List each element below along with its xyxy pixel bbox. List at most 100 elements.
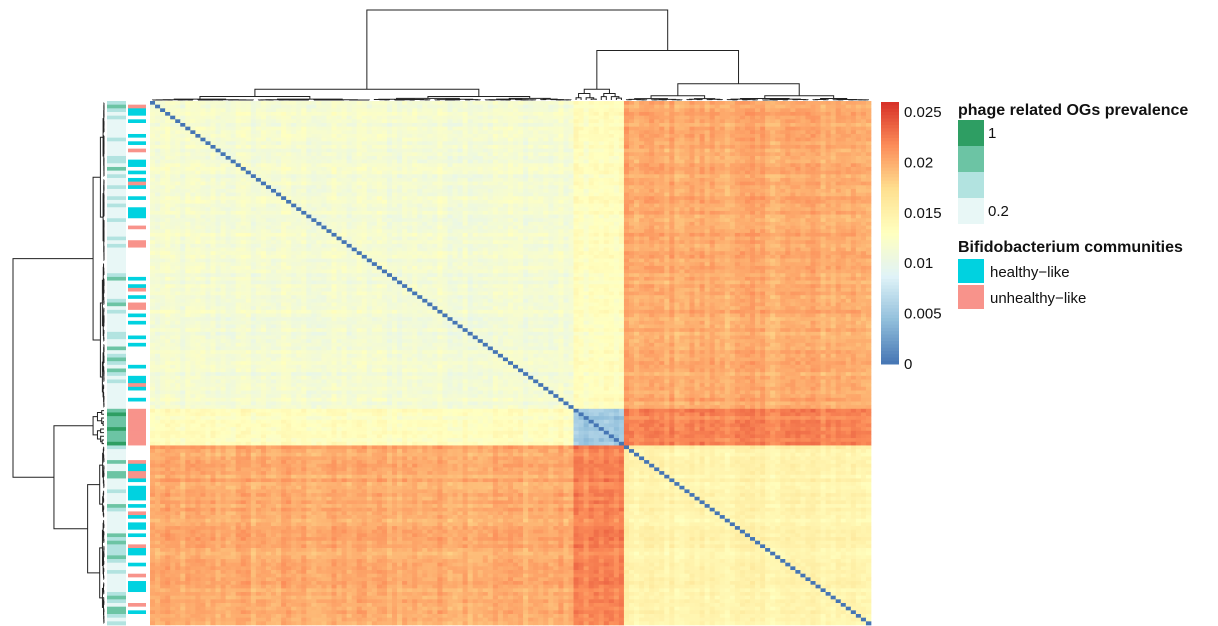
heatmap-cell bbox=[321, 133, 327, 138]
prevalence-annotation-cell bbox=[107, 262, 126, 267]
heatmap-cell bbox=[245, 126, 252, 131]
heatmap-cell bbox=[245, 108, 252, 113]
community-annotation-cell bbox=[128, 588, 146, 593]
heatmap-cell bbox=[412, 115, 418, 120]
heatmap-cell bbox=[760, 163, 766, 168]
heatmap-cell bbox=[613, 152, 620, 157]
heatmap-cell bbox=[835, 196, 842, 201]
heatmap-cell bbox=[553, 207, 559, 212]
heatmap-cell bbox=[679, 170, 685, 175]
heatmap-cell bbox=[296, 108, 302, 113]
heatmap-cell bbox=[860, 133, 867, 138]
heatmap-cell bbox=[301, 108, 307, 113]
heatmap-cell bbox=[250, 207, 257, 212]
community-annotation-cell bbox=[128, 401, 146, 406]
heatmap-cell bbox=[467, 126, 474, 131]
heatmap-cell bbox=[386, 111, 393, 116]
heatmap-cell bbox=[679, 115, 685, 120]
heatmap-cell bbox=[286, 108, 292, 113]
heatmap-cell bbox=[785, 185, 791, 190]
heatmap-cell bbox=[825, 141, 832, 146]
heatmap-cell bbox=[472, 166, 479, 171]
heatmap-cell bbox=[225, 144, 232, 149]
heatmap-cell bbox=[417, 141, 423, 146]
heatmap-cell bbox=[790, 177, 796, 182]
heatmap-cell bbox=[341, 177, 347, 182]
heatmap-cell bbox=[563, 181, 569, 186]
heatmap-cell bbox=[523, 185, 529, 190]
heatmap-cell bbox=[336, 119, 342, 124]
heatmap-cell bbox=[346, 177, 353, 182]
heatmap-cell bbox=[296, 174, 302, 179]
community-annotation-cell bbox=[128, 500, 146, 505]
heatmap-cell bbox=[160, 133, 166, 138]
heatmap-cell bbox=[397, 104, 403, 109]
heatmap-cell bbox=[165, 115, 171, 120]
heatmap-cell bbox=[518, 115, 524, 120]
heatmap-cell bbox=[644, 163, 650, 168]
heatmap-cell bbox=[699, 155, 705, 160]
heatmap-cell bbox=[573, 203, 579, 208]
heatmap-cell bbox=[155, 152, 161, 157]
heatmap-cell bbox=[800, 166, 806, 171]
heatmap-cell bbox=[744, 122, 751, 127]
heatmap-cell bbox=[316, 144, 322, 149]
heatmap-cell bbox=[301, 185, 307, 190]
heatmap-cell bbox=[588, 166, 595, 171]
heatmap-cell bbox=[628, 119, 635, 124]
heatmap-cell bbox=[543, 126, 549, 131]
heatmap-cell bbox=[810, 115, 816, 120]
heatmap-cell bbox=[150, 199, 156, 204]
heatmap-cell bbox=[603, 144, 610, 149]
community-annotation-cell bbox=[128, 364, 146, 369]
heatmap-cell bbox=[760, 196, 766, 201]
heatmap-cell bbox=[578, 137, 584, 142]
heatmap-cell bbox=[855, 170, 862, 175]
heatmap-cell bbox=[639, 155, 645, 160]
heatmap-cell bbox=[835, 137, 842, 142]
heatmap-cell bbox=[392, 181, 398, 186]
heatmap-cell bbox=[195, 111, 201, 116]
heatmap-cell bbox=[654, 155, 660, 160]
heatmap-cell bbox=[326, 163, 332, 168]
heatmap-cell bbox=[634, 111, 640, 116]
heatmap-cell bbox=[618, 196, 625, 201]
heatmap-cell bbox=[165, 159, 171, 164]
heatmap-cell bbox=[195, 152, 201, 157]
heatmap-cell bbox=[291, 166, 297, 171]
heatmap-cell bbox=[654, 122, 660, 127]
heatmap-cell bbox=[558, 119, 564, 124]
heatmap-cell bbox=[402, 170, 408, 175]
heatmap-cell bbox=[538, 133, 544, 138]
heatmap-cell bbox=[165, 174, 171, 179]
heatmap-cell bbox=[210, 196, 216, 201]
heatmap-cell bbox=[422, 122, 428, 127]
community-annotation-cell bbox=[128, 452, 146, 457]
heatmap-cell bbox=[155, 101, 161, 106]
heatmap-cell bbox=[190, 170, 196, 175]
heatmap-cell bbox=[417, 207, 423, 212]
heatmap-cell bbox=[240, 155, 247, 160]
heatmap-cell bbox=[775, 192, 781, 197]
heatmap-cell bbox=[341, 152, 347, 157]
heatmap-cell bbox=[699, 137, 705, 142]
heatmap-cell bbox=[755, 192, 761, 197]
heatmap-cell bbox=[472, 203, 479, 208]
heatmap-cell bbox=[245, 199, 252, 204]
heatmap-cell bbox=[235, 152, 242, 157]
heatmap-cell bbox=[830, 152, 837, 157]
heatmap-cell bbox=[265, 192, 272, 197]
heatmap-cell bbox=[583, 115, 589, 120]
heatmap-cell bbox=[639, 163, 645, 168]
heatmap-cell bbox=[699, 196, 705, 201]
heatmap-cell bbox=[467, 210, 474, 215]
heatmap-cell bbox=[497, 163, 504, 168]
heatmap-cell bbox=[543, 199, 549, 204]
heatmap-cell bbox=[593, 122, 600, 127]
heatmap-cell bbox=[684, 192, 690, 197]
heatmap-cell bbox=[840, 185, 847, 190]
heatmap-cell bbox=[336, 163, 342, 168]
heatmap-cell bbox=[235, 133, 242, 138]
heatmap-cell bbox=[160, 177, 166, 182]
heatmap-cell bbox=[331, 210, 337, 215]
